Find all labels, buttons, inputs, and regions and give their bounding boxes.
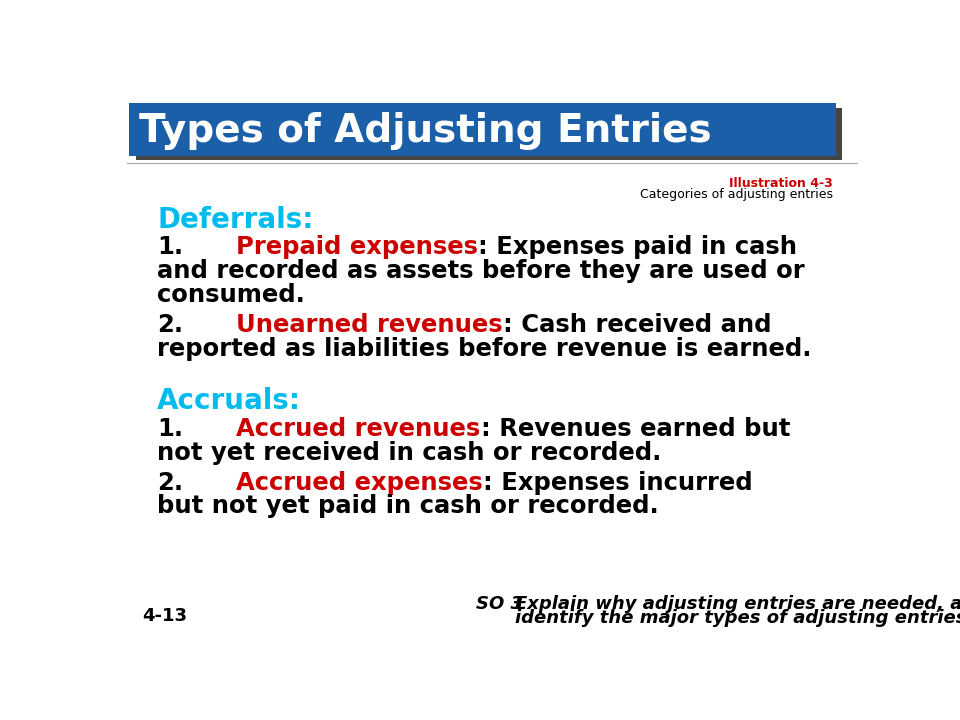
Text: Categories of adjusting entries: Categories of adjusting entries xyxy=(640,188,833,201)
Text: 1.: 1. xyxy=(157,417,183,441)
Text: Explain why adjusting entries are needed, and: Explain why adjusting entries are needed… xyxy=(516,595,960,613)
Text: consumed.: consumed. xyxy=(157,283,305,307)
Text: Accrued expenses: Accrued expenses xyxy=(236,471,483,495)
Text: Prepaid expenses: Prepaid expenses xyxy=(236,235,478,259)
Text: reported as liabilities before revenue is earned.: reported as liabilities before revenue i… xyxy=(157,337,812,361)
Text: : Cash received and: : Cash received and xyxy=(503,312,772,337)
Text: not yet received in cash or recorded.: not yet received in cash or recorded. xyxy=(157,441,661,464)
Text: : Expenses incurred: : Expenses incurred xyxy=(483,471,753,495)
Text: : Revenues earned but: : Revenues earned but xyxy=(481,417,790,441)
Text: 2.: 2. xyxy=(157,471,183,495)
Text: identify the major types of adjusting entries: identify the major types of adjusting en… xyxy=(516,609,960,627)
FancyBboxPatch shape xyxy=(130,104,836,156)
Text: 1.: 1. xyxy=(157,235,183,259)
Text: Unearned revenues: Unearned revenues xyxy=(236,312,503,337)
Text: 2.: 2. xyxy=(157,312,183,337)
Text: Deferrals:: Deferrals: xyxy=(157,206,314,234)
Text: Accrued revenues: Accrued revenues xyxy=(236,417,481,441)
FancyBboxPatch shape xyxy=(135,108,842,161)
Text: but not yet paid in cash or recorded.: but not yet paid in cash or recorded. xyxy=(157,495,659,518)
Text: Illustration 4-3: Illustration 4-3 xyxy=(730,177,833,190)
Text: Accruals:: Accruals: xyxy=(157,387,301,415)
Text: SO 3: SO 3 xyxy=(476,595,523,613)
Text: : Expenses paid in cash: : Expenses paid in cash xyxy=(478,235,797,259)
Text: 4-13: 4-13 xyxy=(142,608,186,626)
Text: and recorded as assets before they are used or: and recorded as assets before they are u… xyxy=(157,259,804,283)
Text: Types of Adjusting Entries: Types of Adjusting Entries xyxy=(139,112,712,150)
